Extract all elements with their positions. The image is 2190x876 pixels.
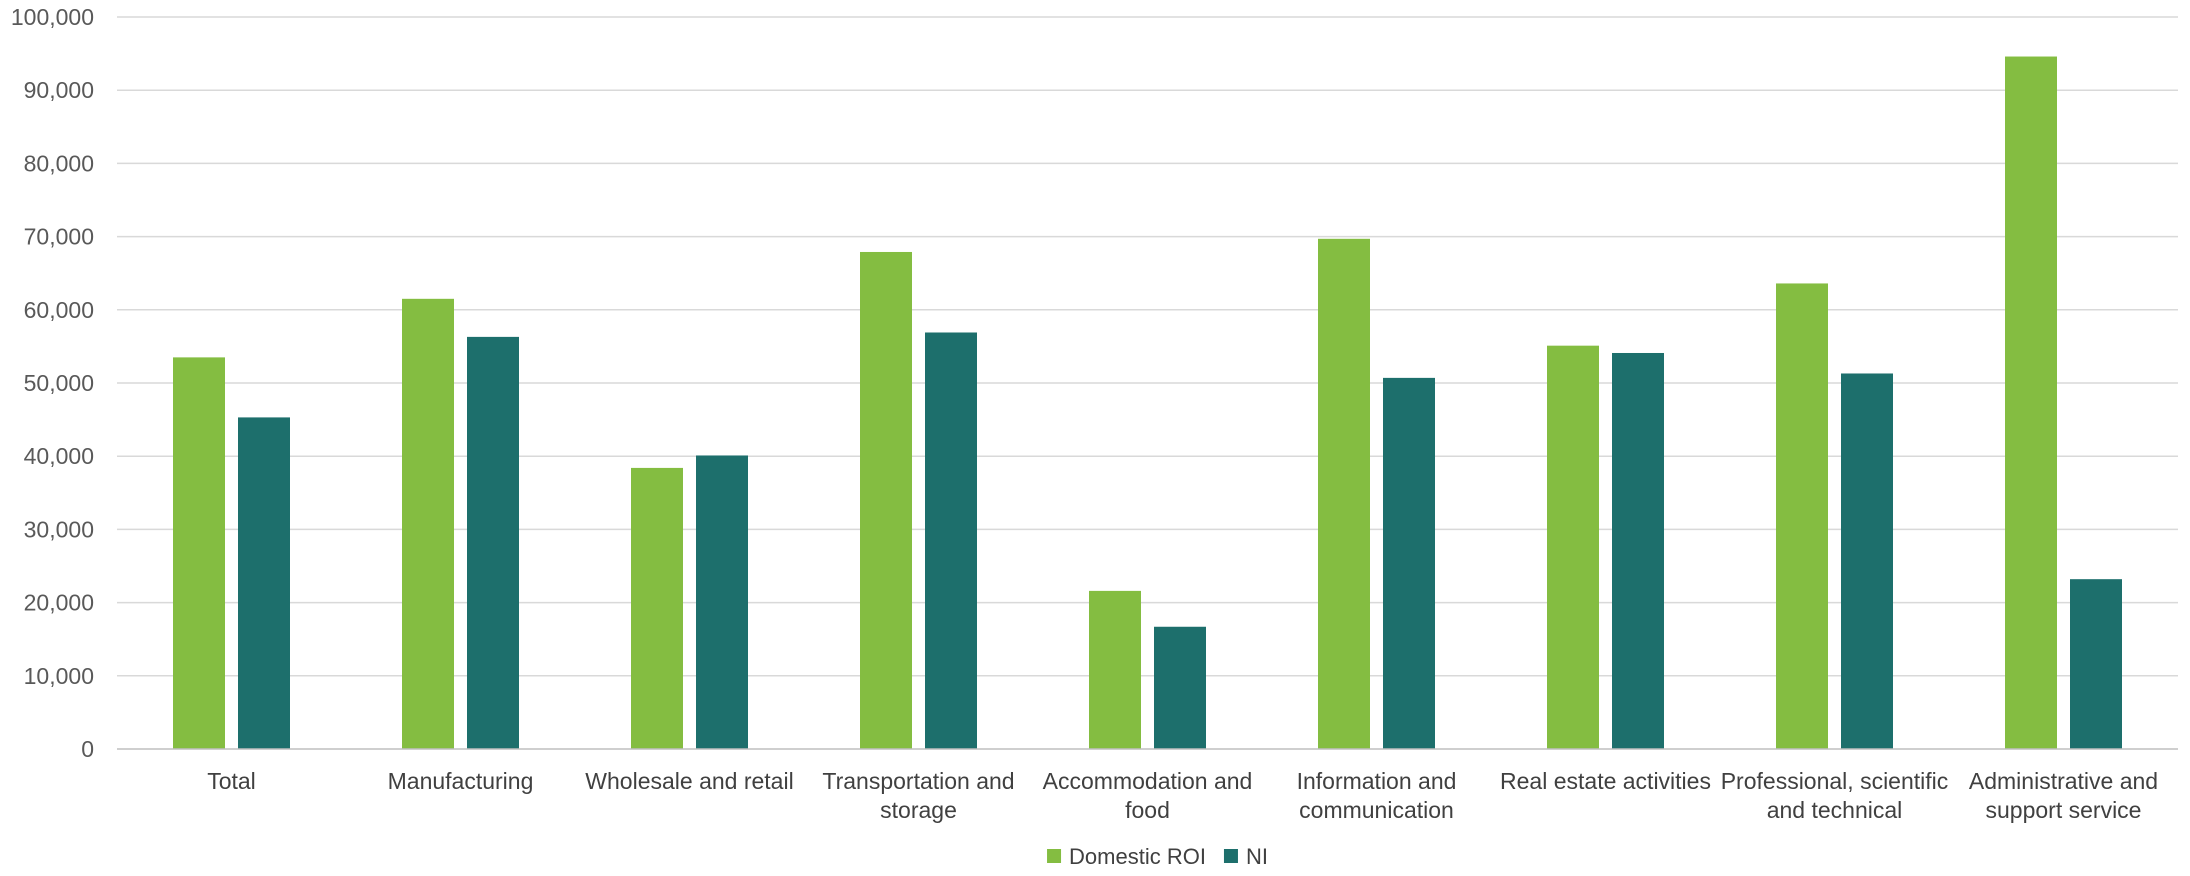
x-category-label: Administrative and [1969,768,2158,794]
bar-domestic-roi-2 [631,467,683,749]
legend-swatch-domestic-roi [1047,849,1062,863]
x-category-label: Information and [1297,768,1457,794]
x-category-label: Real estate activities [1500,768,1711,794]
bar-ni-1 [467,336,519,749]
bar-ni-3 [925,332,977,749]
y-tick-label: 70,000 [24,224,94,250]
x-category-label: communication [1299,797,1454,823]
x-category-label: and technical [1767,797,1903,823]
bar-ni-6 [1612,352,1664,749]
bar-domestic-roi-5 [1318,238,1370,749]
legend: Domestic ROI NI [1047,844,1268,869]
y-tick-label: 0 [81,736,94,762]
bar-domestic-roi-4 [1089,590,1141,749]
y-axis-tick-labels: 0 10,000 20,000 30,000 40,000 50,000 60,000 70,… [11,4,94,762]
bar-ni-2 [696,455,748,749]
y-tick-label: 50,000 [24,370,94,396]
x-axis-category-labels: Total Manufacturing Wholesale and retail Tr… [207,768,2158,823]
bars [173,56,2122,750]
bar-ni-7 [1841,373,1893,749]
x-category-label: Transportation and [822,768,1014,794]
y-tick-label: 100,000 [11,4,94,30]
x-category-label: support service [1986,797,2142,823]
x-category-label: Total [207,768,256,794]
y-tick-label: 10,000 [24,663,94,689]
x-category-label: Accommodation and [1043,768,1253,794]
bar-ni-8 [2070,579,2122,749]
y-tick-label: 80,000 [24,150,94,176]
x-category-label: food [1125,797,1170,823]
bar-domestic-roi-8 [2005,56,2057,749]
x-category-label: Wholesale and retail [585,768,793,794]
legend-label: NI [1246,844,1268,869]
x-category-label: Manufacturing [388,768,534,794]
legend-label: Domestic ROI [1069,844,1206,869]
y-tick-label: 90,000 [24,77,94,103]
bar-domestic-roi-1 [402,298,454,749]
bar-ni-4 [1154,626,1206,749]
x-category-label: Professional, scientific [1721,768,1949,794]
y-tick-label: 60,000 [24,297,94,323]
y-tick-label: 20,000 [24,590,94,616]
bar-domestic-roi-0 [173,357,225,749]
bar-ni-5 [1383,377,1435,749]
bar-ni-0 [238,417,290,749]
bar-domestic-roi-7 [1776,283,1828,749]
bar-domestic-roi-3 [860,251,912,750]
bar-domestic-roi-6 [1547,345,1599,749]
y-tick-label: 30,000 [24,516,94,542]
gridlines [117,16,2178,677]
legend-swatch-ni [1223,849,1238,863]
x-category-label: storage [880,797,957,823]
y-tick-label: 40,000 [24,443,94,469]
